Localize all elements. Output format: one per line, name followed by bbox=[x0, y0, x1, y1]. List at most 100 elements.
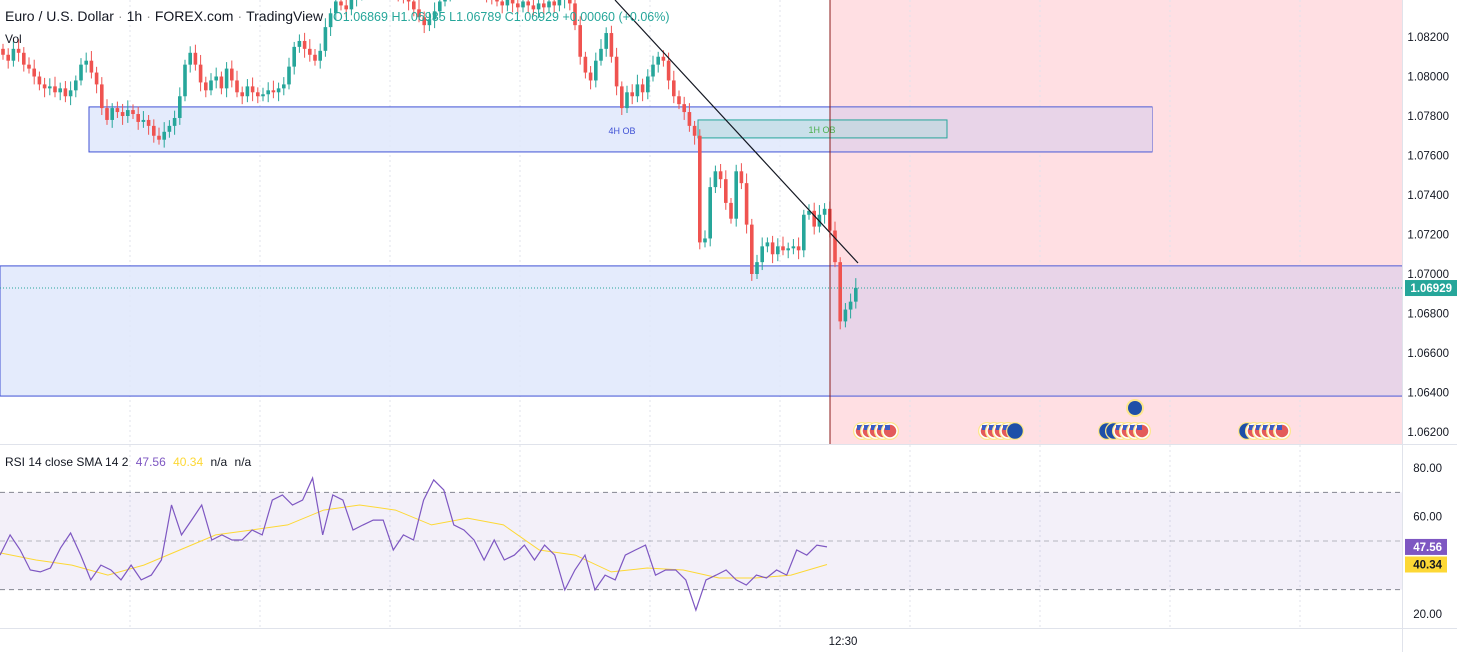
eu-flag-icon bbox=[1128, 401, 1142, 415]
candle-body bbox=[703, 238, 707, 243]
candle-body bbox=[750, 224, 754, 274]
candle bbox=[105, 99, 109, 125]
candle-body bbox=[692, 125, 697, 136]
candle bbox=[178, 87, 182, 125]
candle bbox=[599, 39, 603, 66]
candle-body bbox=[266, 90, 270, 95]
candle bbox=[120, 103, 125, 125]
candle bbox=[136, 106, 140, 130]
candle bbox=[157, 127, 161, 145]
candle-body bbox=[625, 92, 629, 109]
candle bbox=[167, 120, 172, 138]
candle bbox=[677, 90, 681, 110]
candle bbox=[521, 0, 525, 13]
candle-body bbox=[588, 72, 593, 81]
candle-body bbox=[58, 88, 62, 93]
na-value-2: n/a bbox=[234, 455, 252, 469]
candle bbox=[449, 0, 451, 2]
candle-body bbox=[718, 171, 723, 180]
candle bbox=[542, 0, 546, 15]
sma-value-badge bbox=[1405, 556, 1447, 573]
candle-body bbox=[661, 56, 666, 61]
candle-body bbox=[126, 110, 130, 116]
candle-body bbox=[188, 52, 192, 65]
candle bbox=[640, 78, 645, 102]
candle-body bbox=[646, 76, 650, 93]
candle bbox=[11, 40, 16, 67]
candle bbox=[734, 164, 738, 227]
eu-flag-icon bbox=[1007, 423, 1023, 439]
candle bbox=[547, 0, 551, 13]
candle bbox=[791, 239, 796, 255]
candle-body bbox=[84, 60, 88, 65]
candle bbox=[406, 0, 411, 11]
price-tick-label: 1.06200 bbox=[1407, 427, 1449, 439]
us-flag-canton bbox=[857, 425, 862, 430]
candle-body bbox=[313, 54, 317, 61]
candle bbox=[48, 78, 52, 96]
rsi-line bbox=[0, 475, 828, 612]
price-tick-label: 1.07800 bbox=[1407, 111, 1449, 123]
candle bbox=[516, 0, 520, 15]
candle bbox=[817, 205, 822, 233]
candle-body bbox=[682, 104, 686, 113]
candle-body bbox=[542, 3, 546, 8]
candle bbox=[588, 66, 593, 90]
us-flag-canton bbox=[1263, 425, 1268, 430]
candle bbox=[781, 236, 785, 256]
candle-body bbox=[734, 171, 738, 219]
candle bbox=[356, 0, 358, 7]
candle bbox=[302, 32, 307, 58]
candle-body bbox=[516, 3, 520, 8]
candle bbox=[188, 46, 192, 73]
volume-legend[interactable]: Vol bbox=[5, 32, 22, 46]
rsi-value-badge bbox=[1405, 538, 1447, 555]
candle-body bbox=[656, 56, 660, 65]
ohlc-change: +0.00060 (+0.06%) bbox=[562, 10, 670, 24]
candle bbox=[1, 43, 5, 60]
candle-body bbox=[230, 68, 234, 81]
sma-value-badge-label: 40.34 bbox=[1413, 560, 1442, 572]
candle-body bbox=[599, 48, 603, 61]
candle-body bbox=[6, 54, 10, 61]
candle bbox=[6, 48, 10, 69]
ohlc-close: C1.06929 bbox=[504, 10, 559, 24]
symbol-name[interactable]: Euro / U.S. Dollar bbox=[5, 8, 114, 24]
candle bbox=[687, 103, 692, 132]
candle-body bbox=[843, 309, 848, 322]
candle-body bbox=[16, 48, 21, 53]
candle bbox=[822, 203, 827, 224]
candle-body bbox=[178, 96, 182, 118]
candle-body bbox=[235, 80, 239, 93]
candle-body bbox=[276, 88, 281, 93]
candle bbox=[282, 77, 286, 96]
trend-line bbox=[614, 0, 859, 264]
candle-body bbox=[79, 64, 83, 81]
candle bbox=[131, 104, 135, 119]
economic-event-group bbox=[978, 422, 1024, 440]
candle-body bbox=[505, 0, 510, 6]
candle bbox=[812, 202, 816, 235]
candle-body bbox=[271, 90, 276, 93]
candle bbox=[802, 209, 806, 258]
rsi-legend[interactable]: RSI 14 close SMA 14 2 47.56 40.34 n/a n/… bbox=[5, 455, 255, 469]
candle-body bbox=[495, 0, 499, 2]
candle-body bbox=[614, 56, 619, 87]
candle-body bbox=[323, 27, 328, 51]
candle bbox=[53, 76, 57, 98]
candle bbox=[750, 218, 754, 281]
candle bbox=[214, 67, 218, 89]
candle bbox=[115, 101, 120, 118]
candle bbox=[672, 70, 676, 104]
candle bbox=[349, 0, 354, 16]
us-flag-canton bbox=[996, 425, 1001, 430]
candle bbox=[417, 0, 421, 23]
candle bbox=[183, 59, 187, 102]
candle-body bbox=[796, 246, 801, 251]
candle bbox=[438, 0, 442, 19]
candle-body bbox=[162, 131, 166, 140]
candle-body bbox=[765, 242, 770, 247]
candle bbox=[568, 0, 572, 11]
economic-event-group bbox=[1098, 399, 1151, 440]
